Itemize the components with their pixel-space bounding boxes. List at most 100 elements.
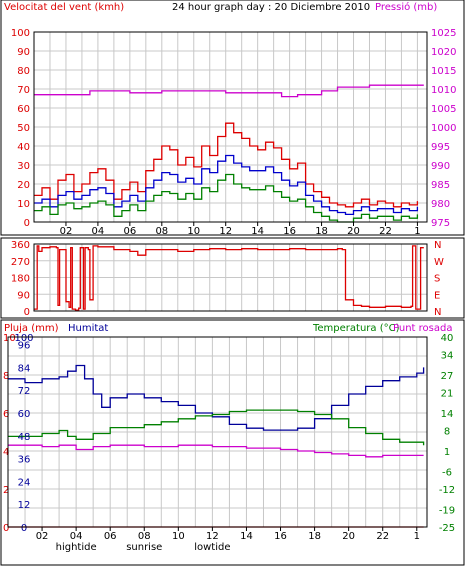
time-tick-label: 12 (206, 531, 219, 542)
temperature-tick-label: 21 (441, 389, 454, 400)
pressure-tick-label: 975 (431, 218, 450, 229)
direction-plot-area (33, 243, 428, 312)
wind-series-line (34, 154, 419, 216)
temperature-tick-label: -12 (439, 485, 455, 496)
pressure-tick-label: 1025 (431, 28, 456, 39)
direction-tick-label: 0 (24, 307, 30, 318)
temperature-tick-label: 1 (444, 447, 450, 458)
temperature-axis-title: Temperatura (°C) (312, 323, 400, 334)
time-tick-label: 02 (36, 531, 49, 542)
compass-tick-label: W (434, 257, 444, 268)
time-tick-label: 16 (283, 226, 296, 237)
pressure-tick-label: 1020 (431, 47, 456, 58)
wind-axis-title: Velocitat del vent (kmh) (4, 2, 124, 13)
pressure-tick-label: 995 (431, 142, 450, 153)
wind-tick-label: 50 (17, 123, 30, 134)
pressure-tick-label: 980 (431, 199, 450, 210)
temp-plot-area (7, 336, 428, 528)
pressure-tick-label: 1015 (431, 66, 456, 77)
compass-tick-label: N (434, 307, 441, 318)
humidity-tick-label: 36 (18, 455, 31, 466)
time-tick-label: 12 (219, 226, 232, 237)
time-tick-label: 20 (342, 531, 355, 542)
wind-tick-label: 70 (17, 85, 30, 96)
temperature-tick-label: 8 (444, 427, 450, 438)
humidity-axis-title: Humitat (68, 323, 108, 334)
wind-series-line (34, 173, 419, 223)
wind-tick-label: 90 (17, 47, 30, 58)
time-tick-label: 04 (92, 226, 105, 237)
direction-series-line (34, 245, 424, 311)
rain-tick-label: 8 (3, 371, 9, 382)
wind-tick-label: 80 (17, 66, 30, 77)
wind-series-line (34, 122, 419, 208)
rain-tick-label: 6 (3, 409, 9, 420)
rain-axis-title: Pluja (mm) (4, 323, 59, 334)
time-tick-label: 22 (379, 226, 392, 237)
rain-tick-label: 10 (3, 333, 16, 344)
time-tick-label: 10 (172, 531, 185, 542)
humidity-tick-label: 100 (14, 333, 33, 344)
temp-series-line (8, 444, 424, 458)
wind-tick-label: 60 (17, 104, 30, 115)
wind-tick-label: 40 (17, 142, 30, 153)
time-tick-label: 10 (187, 226, 200, 237)
temperature-tick-label: -6 (442, 467, 452, 478)
temperature-tick-label: 27 (441, 371, 454, 382)
temperature-tick-label: 40 (441, 333, 454, 344)
temp-series-line (8, 409, 425, 446)
humidity-tick-label: 12 (18, 500, 31, 511)
dewpoint-axis-title: Punt rosada (393, 323, 452, 334)
time-tick-label: 08 (155, 226, 168, 237)
time-tick-label: 06 (123, 226, 136, 237)
humidity-tick-label: 48 (18, 432, 31, 443)
chart-date-title: 24 hour graph day : 20 Diciembre 2010 (172, 2, 370, 13)
rain-humidity-temp-panel: Pluja (mm) Humitat Temperatura (°C) Punt… (0, 319, 465, 566)
humidity-tick-label: 24 (18, 477, 31, 488)
event-label: hightide (56, 542, 97, 553)
pressure-tick-label: 1000 (431, 123, 456, 134)
humidity-tick-label: 72 (18, 386, 31, 397)
time-tick-label: 14 (251, 226, 264, 237)
time-tick-label: 14 (240, 531, 253, 542)
time-tick-label: 06 (104, 531, 117, 542)
wind-tick-label: 20 (17, 180, 30, 191)
time-tick-label: 04 (70, 531, 83, 542)
event-label: sunrise (126, 542, 162, 553)
wind-tick-label: 10 (17, 199, 30, 210)
wind-panel-border (0, 0, 465, 236)
temperature-tick-label: -19 (439, 505, 455, 516)
time-tick-label: 20 (347, 226, 360, 237)
time-tick-label: 02 (60, 226, 73, 237)
temp-panel-border (0, 319, 465, 566)
humidity-tick-label: 84 (18, 363, 31, 374)
wind-tick-label: 30 (17, 161, 30, 172)
wind-pressure-panel: Velocitat del vent (kmh) 24 hour graph d… (0, 0, 465, 248)
pressure-axis-title: Pressió (mb) (375, 1, 437, 13)
temperature-tick-label: 14 (441, 409, 454, 420)
time-tick-label: 1 (414, 226, 420, 237)
time-tick-label: 1 (414, 531, 420, 542)
rain-tick-label: 4 (3, 447, 9, 458)
time-tick-label: 16 (274, 531, 287, 542)
pressure-tick-label: 990 (431, 161, 450, 172)
compass-tick-label: E (434, 290, 440, 301)
wind-series-line (34, 84, 424, 98)
wind-tick-label: 100 (11, 28, 30, 39)
humidity-tick-label: 0 (21, 523, 27, 534)
pressure-tick-label: 985 (431, 180, 450, 191)
rain-tick-label: 2 (3, 485, 9, 496)
time-tick-label: 18 (315, 226, 328, 237)
direction-tick-label: 360 (11, 240, 30, 251)
pressure-tick-label: 1005 (431, 104, 456, 115)
event-label: lowtide (194, 542, 230, 553)
direction-tick-label: 180 (11, 274, 30, 285)
temperature-tick-label: 34 (441, 351, 454, 362)
direction-tick-label: 90 (17, 290, 30, 301)
wind-plot-area (33, 31, 428, 223)
direction-tick-label: 270 (11, 257, 30, 268)
time-tick-label: 08 (138, 531, 151, 542)
